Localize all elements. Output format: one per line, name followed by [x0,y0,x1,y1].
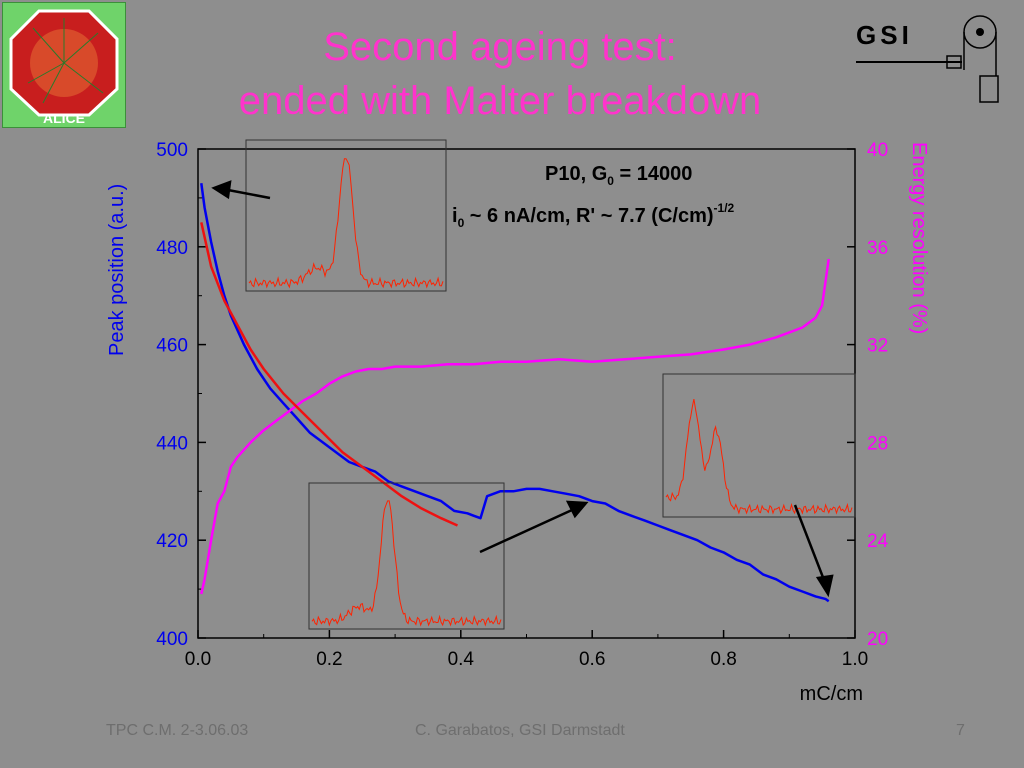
arrow-head-1 [211,180,232,200]
x-tick-label: 0.0 [185,649,211,670]
inset-spectrum-line [665,398,853,515]
left-axis: 400 420 440 460 480 500 [156,140,206,650]
right-tick-label: 28 [867,433,888,454]
gsi-logo-graphic: GSI [856,15,999,103]
left-tick-label: 460 [156,336,188,357]
arrow-to-plateau [479,508,573,554]
y-axis-label-left: Peak position (a.u.) [106,184,128,356]
annotation-arrows [211,180,834,598]
right-tick-label: 24 [867,531,889,552]
energy-resolution-series [200,258,830,595]
y-axis-label-right: Energy resolution (%) [908,142,930,334]
inset-spectrum-line [248,158,444,289]
left-tick-label: 400 [156,629,188,650]
bottom-axis: 0.0 0.2 0.4 0.6 0.8 1.0 [185,630,868,670]
right-tick-label: 20 [867,629,888,650]
annotation-gain: P10, G0 = 14000 [545,163,692,188]
alice-logo: ALICE [2,2,126,128]
gsi-logo-text: GSI [856,20,913,50]
footer-page-number: 7 [956,722,965,739]
x-tick-label: 0.4 [448,649,475,670]
slide-title: Second ageing test: ended with Malter br… [140,20,860,128]
x-tick-label: 0.2 [316,649,342,670]
right-axis: 20 24 28 32 36 40 [847,140,889,650]
title-line-1: Second ageing test: [323,25,677,69]
inset-frame [245,139,447,292]
title-line-2: ended with Malter breakdown [238,79,762,123]
alice-logo-graphic: ALICE [9,9,119,126]
arrow-to-breakdown [793,504,826,581]
peak-position-series [200,183,830,603]
inset-frame [308,482,505,630]
right-tick-label: 36 [867,238,888,259]
x-tick-label: 1.0 [842,649,868,670]
footer-author: C. Garabatos, GSI Darmstadt [415,722,625,739]
gsi-logo: GSI [852,10,1012,110]
series-layer [200,183,830,603]
left-tick-label: 500 [156,140,188,161]
x-tick-label: 0.6 [579,649,605,670]
arrow-to-left-axis [227,188,271,200]
right-tick-label: 40 [867,140,888,161]
left-tick-label: 440 [156,433,188,454]
left-tick-label: 480 [156,238,188,259]
inset-spectrum-line [311,500,502,627]
right-tick-label: 32 [867,336,888,357]
inset-spectrum-2 [308,482,505,630]
fit-curve [200,222,459,527]
arrow-head-2 [565,500,589,519]
x-axis-label: mC/cm [800,683,863,705]
inset-frame [662,373,856,518]
alice-logo-text: ALICE [43,110,85,126]
annotation-current: i0 ~ 6 nA/cm, R' ~ 7.7 (C/cm)-1/2 [452,201,735,230]
x-tick-label: 0.8 [710,649,736,670]
arrow-head-3 [815,574,834,598]
inset-layer [245,139,856,630]
left-tick-label: 420 [156,531,188,552]
inset-spectrum-3 [662,373,856,518]
inset-spectrum-1 [245,139,447,292]
footer-meeting: TPC C.M. 2-3.06.03 [106,722,249,739]
